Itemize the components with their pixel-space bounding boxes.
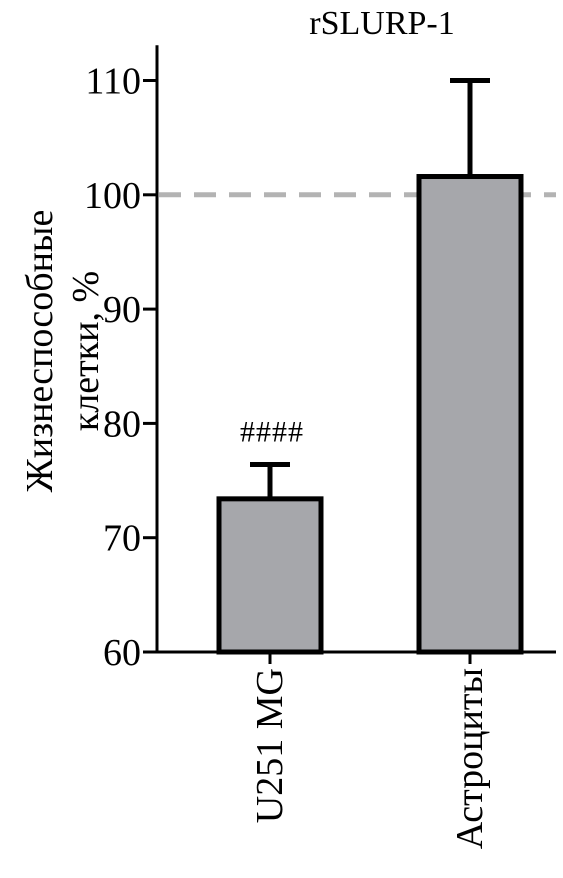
y-tick-label-80: 80: [103, 403, 141, 445]
x-tick-label-group-1: U251 MG: [249, 668, 291, 823]
y-axis-label-line-1: Жизнеспособные: [19, 210, 61, 493]
bar-2: [416, 174, 524, 655]
x-tick-label-group-2: Астроциты: [449, 668, 491, 849]
chart-title: rSLURP-1: [309, 5, 454, 42]
significance-annotation-1: ####: [240, 416, 304, 449]
y-tick-label-60: 60: [103, 632, 141, 674]
y-tick-label-100: 100: [84, 175, 141, 217]
y-axis-label-line-2: клетки, %: [65, 271, 107, 431]
x-tick-label-2: Астроциты: [449, 668, 491, 849]
axes-layer: U251 MG Астроциты 60 70 80 90 100 110: [84, 45, 556, 849]
y-tick-label-90: 90: [103, 289, 141, 331]
bars-layer: ####: [216, 78, 524, 655]
y-tick-label-70: 70: [103, 518, 141, 560]
x-tick-label-1: U251 MG: [249, 668, 291, 823]
bar-1: [216, 496, 324, 655]
y-tick-label-110: 110: [85, 61, 141, 103]
